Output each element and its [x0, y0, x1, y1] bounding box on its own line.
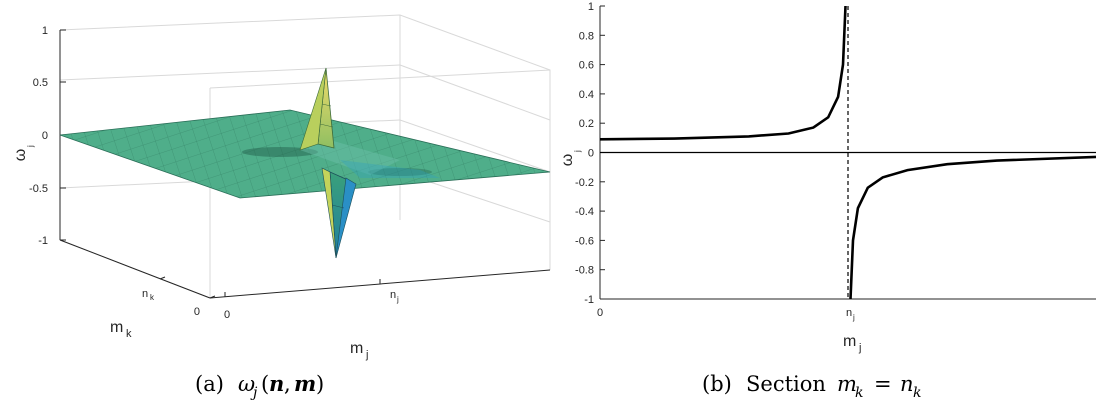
z-axis-label: ω j	[12, 145, 35, 161]
svg-text:m: m	[843, 333, 856, 350]
svg-text:n: n	[390, 289, 396, 301]
line-panel: 1 0.8 0.6 0.4 0.2 0 -0.2 -0.4 -0.6 -0.8 -1 0 n j ω…	[559, 1, 1097, 401]
surface-sheet	[59, 109, 551, 199]
svg-text:k: k	[126, 328, 132, 340]
y-tick-nk: n k	[142, 288, 155, 302]
svg-text:j: j	[26, 145, 35, 148]
svg-text:=: =	[874, 372, 892, 396]
svg-text:(b): (b)	[702, 372, 732, 396]
svg-text:): )	[316, 372, 324, 396]
z-tick-0: 0	[42, 130, 48, 142]
svg-text:m: m	[350, 340, 363, 357]
z-tick-0.5: 0.5	[33, 77, 48, 89]
line-x-tick-nj: n j	[846, 307, 855, 322]
y-tick-label: -0.6	[575, 235, 594, 247]
z-tick-marks	[60, 29, 381, 299]
curve-right-branch	[849, 155, 1097, 300]
svg-text:n: n	[900, 372, 914, 396]
svg-text:j: j	[396, 295, 399, 304]
line-y-ticks	[600, 5, 605, 300]
surface-dip	[321, 167, 357, 259]
y-tick-label: 0.6	[579, 60, 594, 72]
svg-text:k: k	[855, 385, 863, 401]
line-x-label: m j	[843, 333, 861, 354]
y-tick-label: -0.4	[575, 206, 594, 218]
x-tick-0: 0	[224, 309, 230, 321]
svg-text:n: n	[269, 371, 284, 396]
y-tick-label: -0.2	[575, 177, 594, 189]
z-tick-neg0.5: -0.5	[29, 183, 48, 195]
z-tick-1: 1	[42, 25, 48, 37]
svg-text:k: k	[913, 385, 921, 401]
y-axis-label: m k	[110, 319, 132, 340]
x-axis-label: m j	[350, 340, 368, 361]
surface-peak	[299, 67, 335, 151]
surface-panel: 1 0.5 0 -0.5 -1 0 n k 0 n j ω j m k m j …	[12, 14, 551, 401]
svg-text:(: (	[261, 372, 269, 396]
y-tick-0: 0	[194, 306, 200, 318]
svg-text:,: ,	[284, 372, 291, 396]
svg-text:j: j	[573, 150, 582, 153]
y-tick-label: -0.8	[575, 265, 594, 277]
svg-text:j: j	[250, 385, 258, 401]
svg-text:ω: ω	[12, 149, 29, 162]
line-y-label: ω j	[559, 150, 582, 166]
svg-text:(a): (a)	[195, 372, 224, 396]
svg-text:m: m	[294, 371, 316, 396]
svg-text:Section: Section	[746, 372, 826, 396]
y-tick-label: 0.4	[579, 89, 594, 101]
svg-text:m: m	[837, 372, 857, 396]
line-y-tick-labels: 1 0.8 0.6 0.4 0.2 0 -0.2 -0.4 -0.6 -0.8 -1	[575, 1, 594, 306]
y-tick-label: 1	[588, 1, 594, 13]
svg-text:k: k	[150, 293, 155, 302]
svg-text:n: n	[846, 307, 852, 319]
svg-text:j: j	[852, 313, 855, 322]
line-x-tick-0: 0	[597, 307, 603, 319]
y-tick-label: 0.8	[579, 30, 594, 42]
z-tick-neg1: -1	[38, 235, 48, 247]
y-tick-label: 0	[588, 148, 594, 160]
curve-left-branch	[599, 5, 847, 141]
svg-text:j: j	[365, 349, 368, 361]
y-tick-label: -1	[584, 294, 594, 306]
caption-b: (b) Section m k = n k	[702, 372, 921, 401]
svg-text:m: m	[110, 319, 123, 336]
y-tick-label: 0.2	[579, 118, 594, 130]
caption-a: (a) ω j ( n , m )	[195, 371, 324, 401]
svg-text:ω: ω	[559, 154, 576, 167]
svg-text:j: j	[858, 342, 861, 354]
svg-text:ω: ω	[238, 372, 255, 396]
x-tick-nj: n j	[390, 289, 399, 304]
svg-text:n: n	[142, 288, 148, 300]
